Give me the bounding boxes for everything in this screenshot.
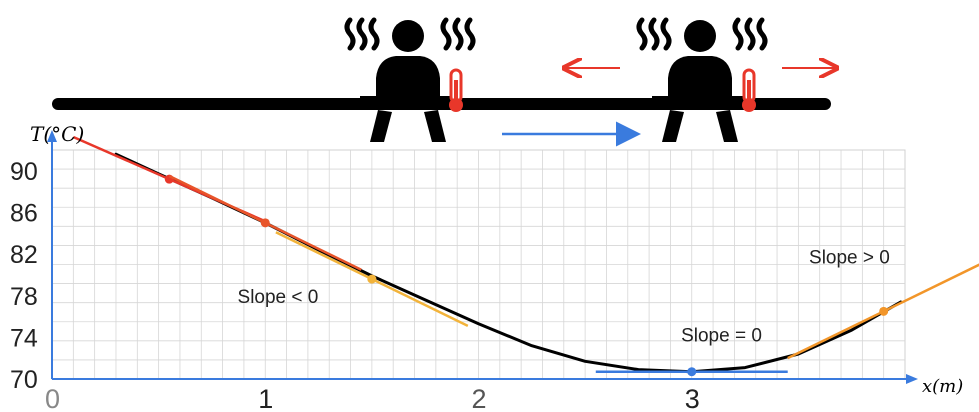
heat-waves-icon bbox=[636, 17, 768, 51]
x-tick-label: 2 bbox=[472, 384, 487, 412]
axes bbox=[47, 130, 918, 384]
thermometer-icon bbox=[742, 68, 756, 112]
slope-annotation: Slope = 0 bbox=[681, 326, 762, 347]
tangent-point bbox=[879, 306, 889, 316]
tick-labels: 90 86 82 78 74 700 1 2 3 bbox=[10, 158, 700, 412]
y-tick-label: 70 bbox=[10, 366, 38, 394]
y-tick-label: 82 bbox=[10, 241, 38, 269]
y-axis-arrow bbox=[47, 130, 57, 142]
tangent-point bbox=[687, 367, 697, 377]
x-axis-arrow bbox=[906, 374, 918, 384]
x-tick-label: 1 bbox=[258, 384, 273, 412]
temperature-curve bbox=[114, 152, 903, 374]
illustration bbox=[52, 17, 835, 147]
annotations: Slope < 0 Slope = 0 Slope > 0 bbox=[238, 247, 890, 346]
tangent-point bbox=[164, 174, 174, 184]
slope-annotation: Slope > 0 bbox=[809, 247, 890, 268]
tangent-lines bbox=[72, 135, 979, 377]
heat-waves-icon bbox=[344, 17, 476, 51]
x-tick-label: 0 bbox=[45, 384, 60, 412]
slope-annotation: Slope < 0 bbox=[238, 287, 319, 308]
tangent-point bbox=[367, 274, 377, 284]
data-line bbox=[114, 152, 903, 374]
thermometer-icon bbox=[449, 68, 463, 112]
x-tick-label: 3 bbox=[685, 384, 700, 412]
x-axis-label: x(m) bbox=[922, 376, 963, 397]
y-tick-label: 86 bbox=[10, 200, 38, 228]
y-tick-label: 78 bbox=[10, 283, 38, 311]
y-axis-label: T(°C) bbox=[30, 122, 84, 146]
y-tick-label: 74 bbox=[10, 324, 38, 352]
y-tick-label: 90 bbox=[10, 158, 38, 186]
person-sitting-icon bbox=[652, 20, 748, 142]
tangent-point bbox=[260, 218, 270, 228]
person-sitting-icon bbox=[360, 20, 456, 142]
